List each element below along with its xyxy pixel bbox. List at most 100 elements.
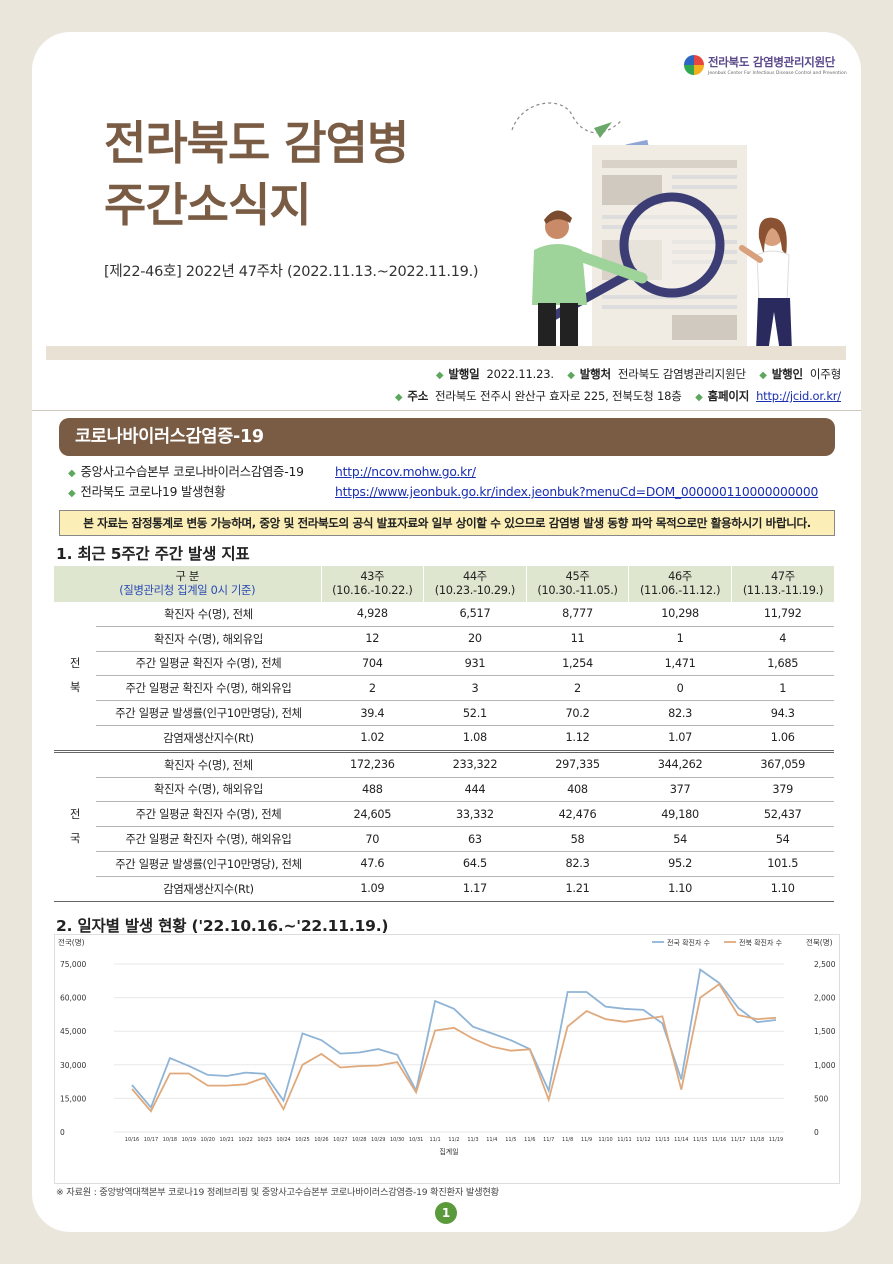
- homepage-link[interactable]: http://jcid.or.kr/: [756, 389, 841, 403]
- row-label: 감염재생산지수(Rt): [96, 725, 322, 752]
- table-row: 주간 일평균 확진자 수(명), 전체 24,605 33,332 42,476 49,…: [54, 801, 834, 828]
- notice-box: 본 자료는 잠정통계로 변동 가능하며, 중앙 및 전라북도의 공식 발표자료와…: [59, 510, 835, 536]
- table-cell: 1.21: [526, 876, 629, 902]
- publication-meta-1: ◆ 발행일 2022.11.23. ◆ 발행처 전라북도 감염병관리지원단 ◆ 발행인…: [426, 366, 841, 382]
- table-cell: 233,322: [423, 749, 527, 778]
- diamond-icon: ◆: [759, 370, 767, 381]
- left-tick-label: 75,000: [60, 960, 86, 969]
- title-line-2: 주간소식지: [104, 178, 312, 232]
- x-tick-label: 10/16: [125, 1137, 139, 1143]
- table-cell: 1,471: [628, 651, 732, 677]
- table-cell: 1.07: [628, 725, 732, 752]
- right-tick-label: 2,500: [814, 960, 836, 969]
- table-row: 주간 일평균 확진자 수(명), 전체 704 931 1,254 1,471 1,685: [54, 651, 834, 677]
- magnifier-icon: [619, 192, 725, 298]
- table-row: 확진자 수(명), 해외유입 488 444 408 377 379: [54, 777, 834, 803]
- table-cell: 1.06: [731, 725, 834, 752]
- section-1-title: 1. 최근 5주간 주간 발생 지표: [56, 545, 250, 563]
- x-tick-label: 10/17: [144, 1137, 158, 1143]
- table-cell: 344,262: [628, 749, 732, 778]
- table-cell: 20: [423, 626, 527, 652]
- table-row: 감염재생산지수(Rt) 1.09 1.17 1.21 1.10 1.10: [54, 876, 834, 902]
- page: 전라북도 감염병관리지원단 Jeonbuk Center For Infecti…: [32, 32, 861, 1232]
- row-label: 주간 일평균 확진자 수(명), 해외유입: [96, 826, 322, 852]
- table-cell: 6,517: [423, 602, 527, 627]
- link-url[interactable]: http://ncov.mohw.go.kr/: [335, 465, 476, 479]
- table-cell: 0: [628, 675, 732, 702]
- section-2-title: 2. 일자별 발생 현황 ('22.10.16.~'22.11.19.): [56, 917, 389, 935]
- section-banner: 코로나바이러스감염증-19: [59, 418, 835, 456]
- link-label: ◆ 중앙사고수습본부 코로나바이러스감염증-19: [68, 465, 304, 479]
- issue-info: [제22-46호] 2022년 47주차 (2022.11.13.~2022.1…: [104, 264, 479, 280]
- table-cell: 42,476: [526, 801, 629, 828]
- table-cell: 1: [628, 626, 732, 652]
- x-tick-label: 11/10: [598, 1137, 612, 1143]
- diamond-icon: ◆: [394, 392, 403, 403]
- x-tick-label: 10/21: [219, 1137, 233, 1143]
- address: 전라북도 전주시 완산구 효자로 225, 전북도청 18층: [435, 389, 682, 403]
- table-cell: 704: [321, 651, 424, 677]
- table-cell: 52.1: [423, 700, 527, 726]
- x-tick-label: 11/18: [750, 1137, 764, 1143]
- table-cell: 70.2: [526, 700, 629, 726]
- table-cell: 94.3: [731, 700, 834, 726]
- diamond-icon: ◆: [68, 488, 76, 499]
- page-title: 전라북도 감염병 주간소식지: [104, 112, 409, 236]
- logo-icon: [684, 55, 704, 75]
- table-cell: 367,059: [731, 749, 834, 778]
- table-cell: 297,335: [526, 749, 629, 778]
- x-axis-label: 집계일: [439, 1147, 458, 1156]
- table-cell: 33,332: [423, 801, 527, 828]
- x-tick-label: 11/7: [543, 1137, 554, 1143]
- x-tick-label: 10/27: [333, 1137, 347, 1143]
- table-cell: 39.4: [321, 700, 424, 726]
- table-header-week: 46주 (11.06.-11.12.): [628, 566, 732, 602]
- table-header-week: 43주 (10.16.-10.22.): [320, 566, 424, 602]
- table-row: 주간 일평균 발생률(인구10만명당), 전체 47.6 64.5 82.3 95.2 1…: [54, 851, 834, 877]
- table-cell: 408: [526, 777, 629, 803]
- diamond-icon: ◆: [435, 370, 444, 381]
- paper-plane-icon: [594, 122, 612, 138]
- right-tick-label: 1,500: [814, 1027, 836, 1036]
- table-cell: 172,236: [321, 749, 424, 778]
- right-axis-label: 전북(명): [806, 937, 833, 947]
- x-tick-label: 11/11: [617, 1137, 631, 1143]
- x-tick-label: 10/25: [295, 1137, 309, 1143]
- table-cell: 1.09: [321, 876, 424, 902]
- table-row: 전 국 확진자 수(명), 전체 172,236 233,322 297,335 344,2…: [54, 749, 834, 902]
- x-tick-label: 11/1: [429, 1137, 440, 1143]
- daily-cases-chart: 0 15,000 30,000 45,000 60,000 75,000 0 500 1,000…: [54, 934, 840, 1184]
- series-line-2: [131, 982, 777, 1113]
- table-cell: 931: [423, 651, 527, 677]
- table-cell: 377: [628, 777, 732, 803]
- link-url[interactable]: https://www.jeonbuk.go.kr/index.jeonbuk?…: [335, 485, 819, 499]
- weekly-indicators-table: 구 분 (질병관리청 집계일 0시 기준) 43주 (10.16.-10.22.)…: [54, 566, 834, 902]
- row-label: 확진자 수(명), 해외유입: [96, 777, 322, 803]
- table-cell: 101.5: [731, 851, 834, 877]
- x-tick-label: 11/16: [712, 1137, 726, 1143]
- table-cell: 1,254: [526, 651, 629, 677]
- x-tick-label: 11/8: [562, 1137, 573, 1143]
- publisher-label: 발행처: [579, 367, 611, 381]
- table-cell: 95.2: [628, 851, 732, 877]
- diamond-icon: ◆: [567, 370, 575, 381]
- table-cell: 12: [321, 626, 424, 652]
- table-header-category: 구 분 (질병관리청 집계일 0시 기준): [54, 566, 322, 602]
- table-cell: 54: [731, 826, 834, 852]
- left-tick-label: 45,000: [60, 1027, 86, 1036]
- table-cell: 1.12: [526, 725, 629, 752]
- table-cell: 11,792: [731, 602, 834, 627]
- x-tick-label: 10/18: [163, 1137, 177, 1143]
- x-tick-label: 11/19: [769, 1137, 783, 1143]
- left-tick-label: 15,000: [60, 1094, 86, 1103]
- x-tick-label: 10/29: [371, 1137, 385, 1143]
- table-cell: 2: [321, 675, 424, 702]
- x-tick-label: 10/23: [257, 1137, 271, 1143]
- table-cell: 24,605: [321, 801, 424, 828]
- homepage-label: 홈페이지: [707, 389, 750, 403]
- x-tick-label: 10/30: [390, 1137, 404, 1143]
- table-cell: 49,180: [628, 801, 732, 828]
- table-cell: 10,298: [628, 602, 732, 627]
- x-tick-label: 11/4: [486, 1137, 497, 1143]
- table-header-week: 47주 (11.13.-11.19.): [730, 566, 834, 602]
